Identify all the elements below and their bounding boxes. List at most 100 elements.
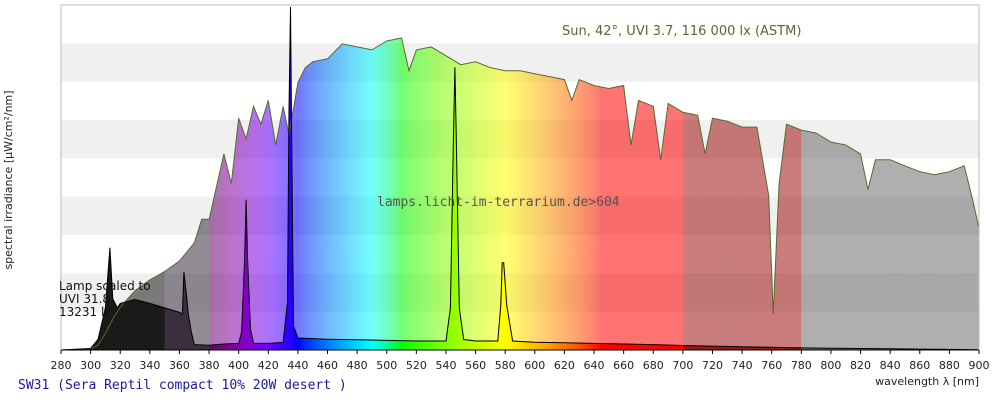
sun-color-strip: [937, 38, 942, 350]
sun-color-strip: [371, 38, 376, 350]
x-tick-label: 520: [406, 359, 427, 372]
lamp-note-line-3: 13231 lx: [59, 305, 111, 319]
sun-color-strip: [742, 38, 746, 350]
x-tick-label: 800: [820, 359, 841, 372]
sun-color-strip: [582, 38, 586, 350]
sun-color-strip: [777, 38, 782, 350]
sun-color-strip: [546, 38, 551, 350]
sun-color-strip: [369, 38, 373, 350]
sun-color-strip: [676, 38, 681, 350]
sun-color-strip: [875, 38, 879, 350]
sun-color-strip: [795, 38, 799, 350]
sun-color-strip: [351, 38, 355, 350]
sun-color-strip: [238, 38, 243, 350]
x-tick-label: 640: [584, 359, 605, 372]
sun-reference-label: Sun, 42°, UVI 3.7, 116 000 lx (ASTM): [562, 24, 801, 39]
sun-color-strip: [478, 38, 483, 350]
sun-color-strip: [751, 38, 755, 350]
sun-color-strip: [324, 38, 329, 350]
sun-color-strip: [558, 38, 563, 350]
sun-color-strip: [333, 38, 337, 350]
sun-color-strip: [881, 38, 885, 350]
sun-color-strip: [235, 38, 240, 350]
sun-color-strip: [597, 38, 601, 350]
sun-color-strip: [297, 38, 302, 350]
sun-color-strip: [283, 38, 287, 350]
sun-color-strip: [395, 38, 400, 350]
sun-color-strip: [428, 38, 432, 350]
sun-color-strip: [845, 38, 850, 350]
sun-color-strip: [638, 38, 643, 350]
sun-color-strip: [280, 38, 284, 350]
sun-color-strip: [404, 38, 409, 350]
x-tick-label: 620: [554, 359, 575, 372]
sun-color-strip: [896, 38, 900, 350]
lamp-color-strip: [451, 7, 456, 350]
sun-color-strip: [694, 38, 699, 350]
sun-color-strip: [626, 38, 631, 350]
sun-color-strip: [922, 38, 927, 350]
x-tick-label: 680: [643, 359, 664, 372]
sun-color-strip: [789, 38, 794, 350]
sun-color-strip: [928, 38, 933, 350]
sun-color-strip: [905, 38, 909, 350]
sun-color-strip: [786, 38, 791, 350]
sun-color-strip: [466, 38, 471, 350]
sun-color-strip: [475, 38, 480, 350]
sun-color-strip: [869, 38, 873, 350]
spectrum-lines: [60, 6, 980, 351]
sun-color-strip: [561, 38, 566, 350]
sun-color-strip: [940, 38, 945, 350]
sun-color-strip: [608, 38, 613, 350]
sun-color-strip: [641, 38, 645, 350]
sun-color-strip: [916, 38, 921, 350]
sun-color-strip: [753, 38, 758, 350]
sun-color-strip: [549, 38, 554, 350]
sun-color-strip: [798, 38, 802, 350]
x-tick-label: 320: [110, 359, 131, 372]
sun-color-strip: [842, 38, 847, 350]
sun-color-strip: [425, 38, 429, 350]
sun-color-strip: [306, 38, 311, 350]
sun-color-strip: [573, 38, 577, 350]
x-tick-label: 760: [761, 359, 782, 372]
sun-color-strip: [807, 38, 811, 350]
sun-color-strip: [460, 38, 465, 350]
x-tick-label: 380: [199, 359, 220, 372]
sun-color-strip: [736, 38, 740, 350]
y-axis-title: spectral irradiance [µW/cm²/nm]: [2, 90, 15, 269]
sun-color-strip: [443, 38, 447, 350]
x-tick-label: 840: [880, 359, 901, 372]
sun-color-strip: [697, 38, 702, 350]
sun-color-strip: [600, 38, 604, 350]
sun-color-strip: [685, 38, 690, 350]
sun-color-strip: [893, 38, 897, 350]
sun-color-strip: [389, 38, 394, 350]
sun-color-strip: [851, 38, 856, 350]
sun-color-strip: [315, 38, 320, 350]
sun-color-strip: [682, 38, 687, 350]
sun-color-strip: [810, 38, 814, 350]
sun-color-strip: [665, 38, 669, 350]
sun-color-strip: [229, 38, 234, 350]
x-tick-label: 480: [347, 359, 368, 372]
sun-color-strip: [899, 38, 903, 350]
sun-color-strip: [543, 38, 548, 350]
x-tick-label: 560: [465, 359, 486, 372]
sun-color-strip: [780, 38, 785, 350]
sun-color-strip: [490, 38, 494, 350]
sun-color-strip: [653, 38, 657, 350]
sun-color-strip: [437, 38, 441, 350]
sun-color-strip: [632, 38, 637, 350]
sun-color-strip: [857, 38, 862, 350]
sun-color-strip: [836, 38, 841, 350]
sun-color-strip: [511, 38, 515, 350]
sun-color-strip: [215, 38, 219, 350]
sun-color-strip: [514, 38, 518, 350]
sun-color-strip: [277, 38, 281, 350]
sun-color-strip: [354, 38, 358, 350]
sun-color-strip: [271, 38, 275, 350]
sun-color-strip: [656, 38, 660, 350]
sun-color-strip: [398, 38, 403, 350]
sun-color-strip: [472, 38, 477, 350]
